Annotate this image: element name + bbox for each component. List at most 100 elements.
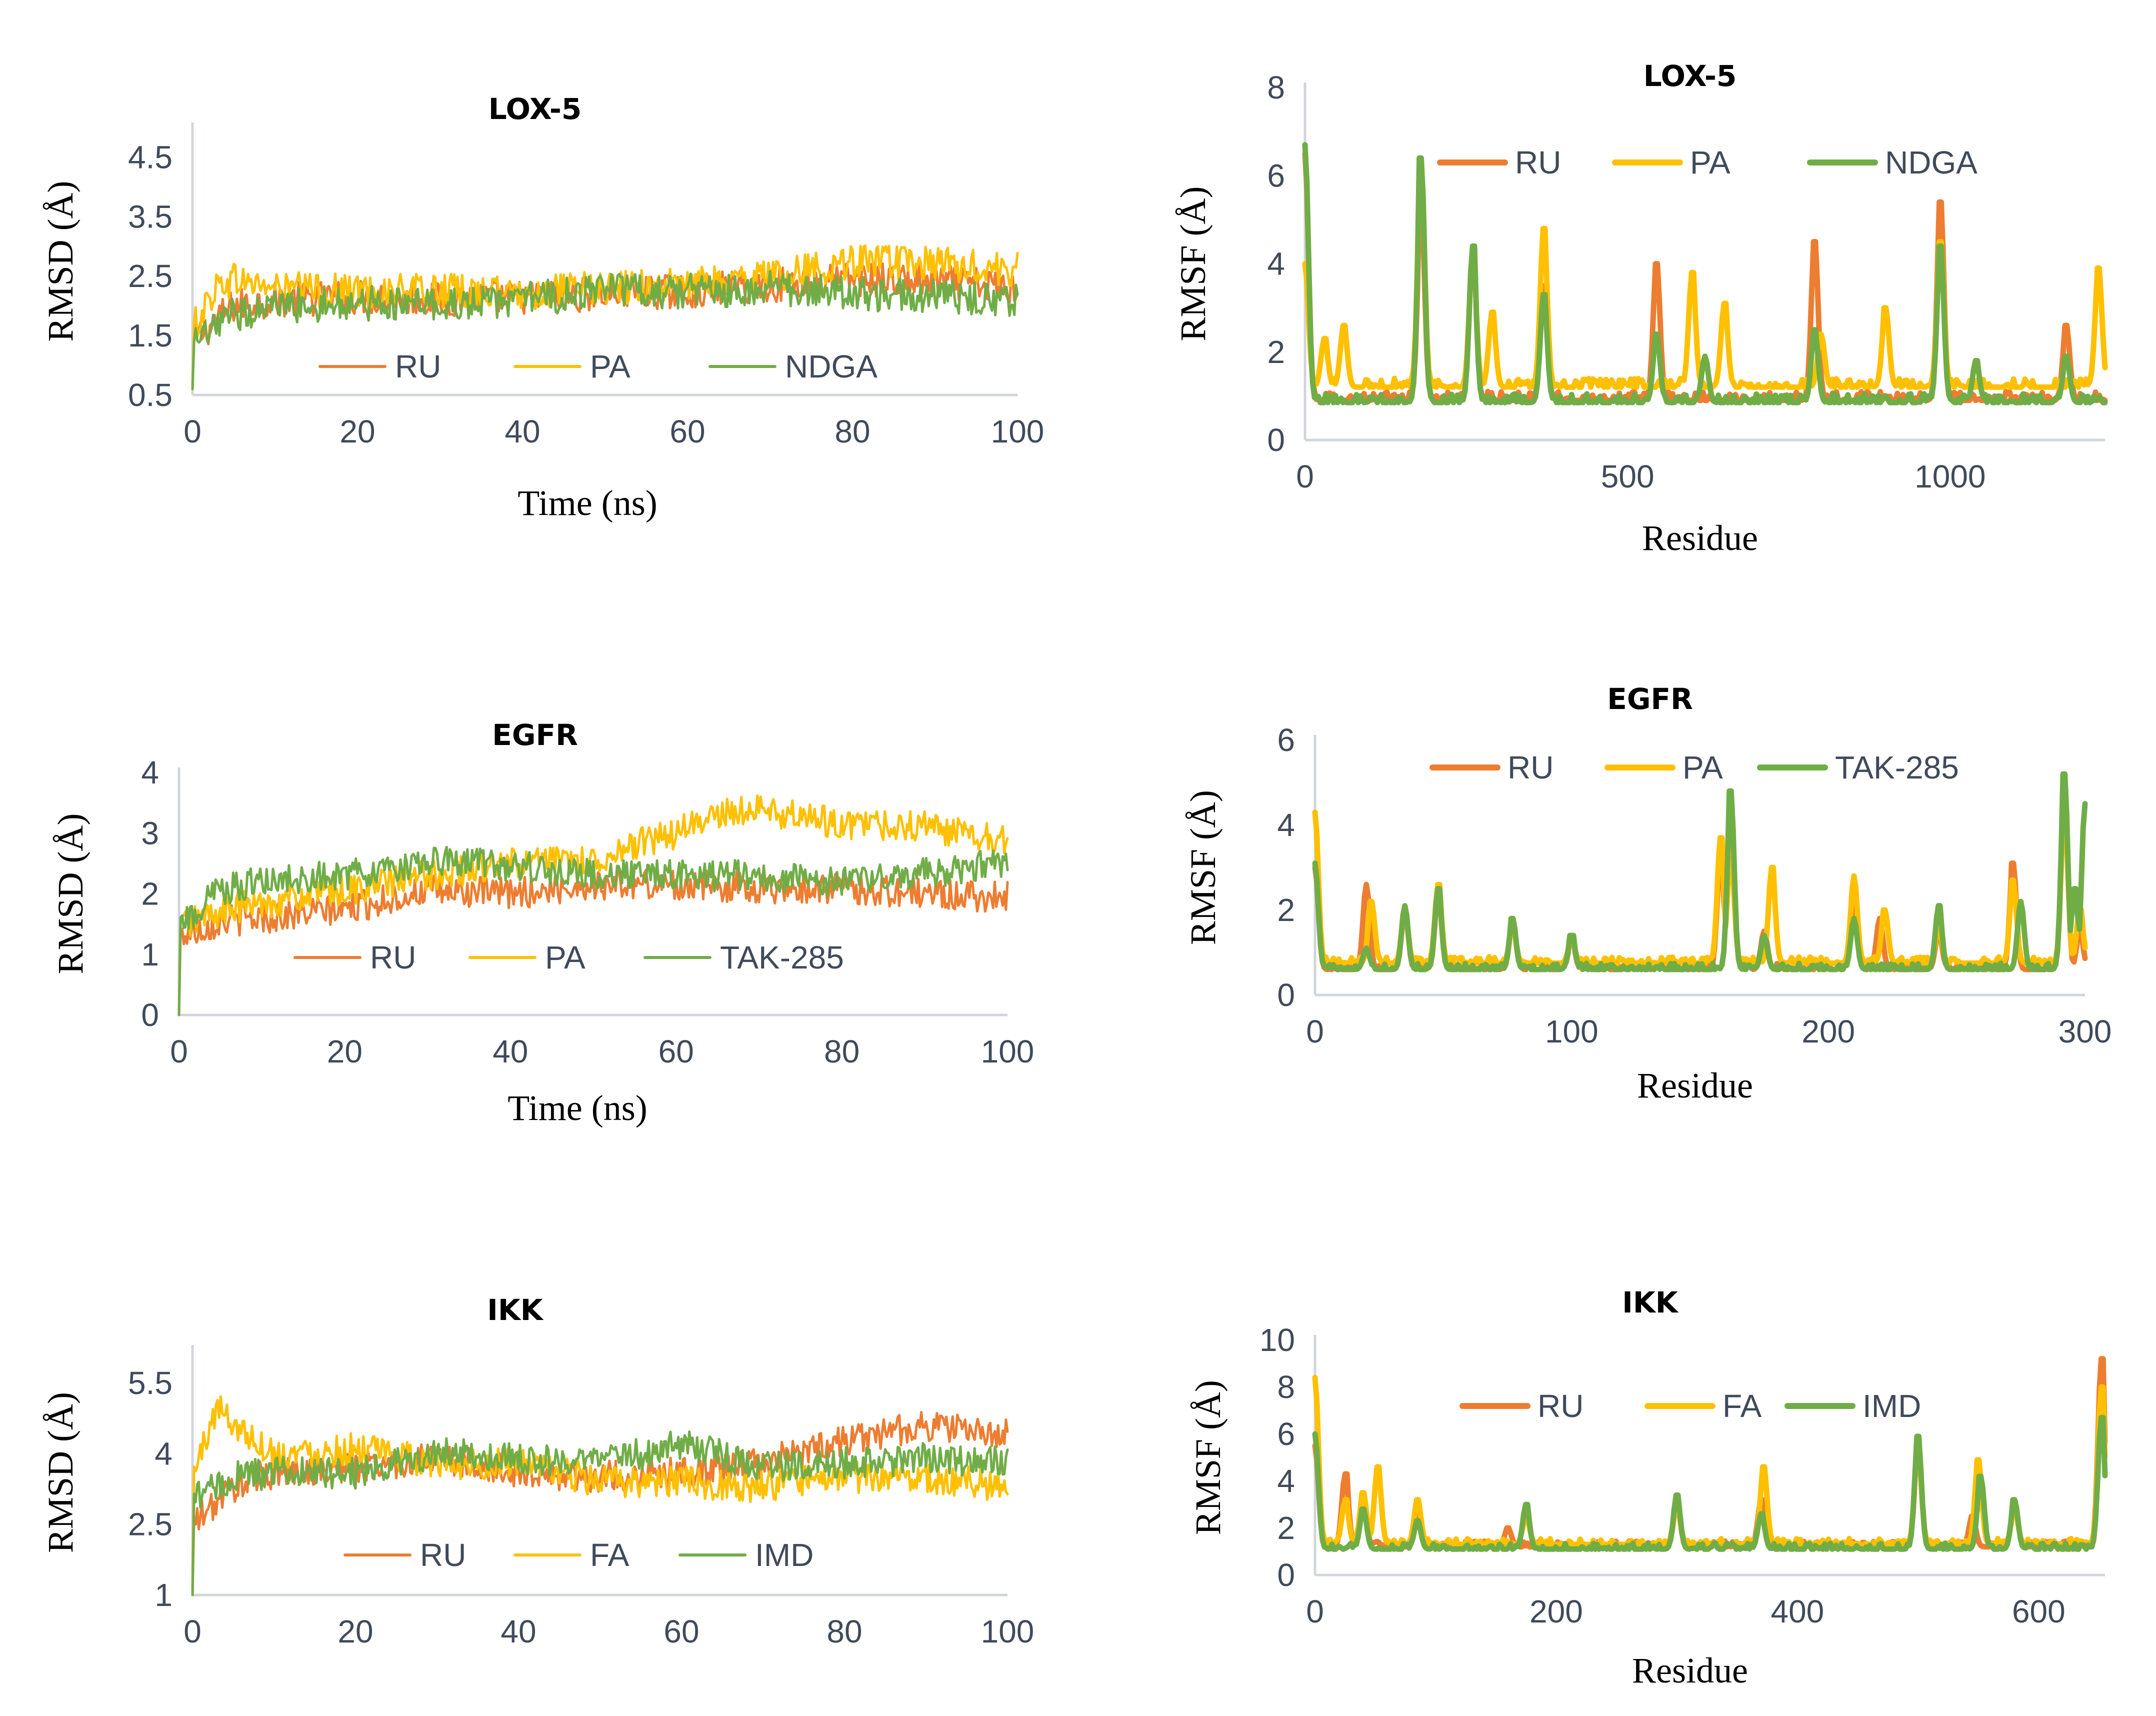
y-tick-label: 2 [1277,892,1295,928]
y-tick-label: 3 [141,815,159,851]
y-tick-label: 0 [1277,977,1295,1013]
y-axis-label: RMSD (Å) [40,1392,80,1553]
legend-label: RU [420,1537,466,1573]
series-line-imd [1312,1414,2108,1552]
x-tick-label: 0 [184,414,202,450]
y-tick-label: 2.5 [128,1506,172,1542]
y-axis-label: RMSD (Å) [50,813,90,974]
chart-title: EGFR [492,718,578,752]
legend-label: PA [1690,144,1730,180]
y-axis-label: RMSF (Å) [1173,186,1213,341]
chart-panel-5: IKK 1 2.5 4 5.5 0 20 40 60 80 100 RMSD (Å) RU FA IMD [40,1293,1034,1650]
y-axis-label: RMSF (Å) [1183,790,1223,945]
x-tick-label: 0 [184,1614,202,1650]
chart-panel-4: EGFR 0 2 4 6 0 100 200 300 Residue RMSF (Å) RU PA TAK… [1183,682,2112,1106]
legend-label: IMD [1862,1388,1921,1424]
y-tick-label: 0 [1267,422,1285,458]
x-axis-label: Time (ns) [518,483,657,523]
x-tick-label: 200 [1802,1014,1855,1050]
y-tick-label: 10 [1260,1322,1295,1358]
x-tick-label: 100 [981,1614,1034,1650]
x-tick-label: 80 [824,1034,860,1070]
legend-label: PA [545,940,586,976]
x-tick-label: 100 [991,414,1044,450]
y-tick-label: 0 [1277,1557,1295,1593]
x-tick-label: 200 [1530,1594,1583,1630]
chart-title: LOX-5 [488,92,582,126]
legend-label: PA [590,348,630,384]
x-axis-label: Time (ns) [508,1088,647,1128]
y-tick-label: 4 [1277,1463,1295,1499]
y-tick-label: 4.5 [128,139,172,175]
x-tick-label: 40 [500,1614,536,1650]
x-tick-label: 0 [170,1034,188,1070]
x-tick-label: 40 [492,1034,528,1070]
y-axis-label: RMSD (Å) [40,180,80,342]
legend-label: RU [1508,750,1554,786]
x-tick-label: 20 [340,414,375,450]
x-tick-label: 0 [1296,458,1314,494]
y-tick-label: 1 [154,1577,172,1613]
series-line-fa [191,1395,1009,1596]
legend-label: TAK-285 [1835,750,1959,786]
legend-label: IMD [755,1537,814,1573]
legend-label: NDGA [785,348,878,384]
y-tick-label: 2 [1277,1510,1295,1546]
chart-title: LOX-5 [1644,59,1737,93]
chart-panel-2: LOX-5 0 2 4 6 8 0 500 1000 Residue RMSF (Å) RU PA NDG… [1173,59,2108,558]
chart-title: IKK [487,1293,544,1327]
y-tick-label: 1.5 [128,318,172,354]
y-tick-label: 0 [141,997,159,1033]
legend-label: RU [1515,144,1561,180]
legend-label: RU [395,348,441,384]
y-tick-label: 6 [1277,1416,1295,1452]
chart-title: IKK [1622,1286,1679,1320]
series-line-imd [191,1430,1009,1596]
x-tick-label: 80 [834,414,870,450]
legend-label: NDGA [1885,144,1978,180]
y-tick-label: 4 [1277,807,1295,843]
y-tick-label: 4 [1267,246,1285,282]
series-line-ndga [191,270,1019,390]
legend-label: RU [1538,1388,1584,1424]
x-tick-label: 400 [1770,1594,1824,1630]
x-tick-label: 100 [981,1034,1034,1070]
series-line-ru [191,1410,1009,1596]
series-line-ndga [1302,142,2108,406]
chart-panel-6: IKK 0 2 4 6 8 10 0 200 400 600 Residue RMSF (Å) RU FA I… [1188,1286,2108,1690]
x-tick-label: 1000 [1914,458,1986,494]
legend-label: TAK-285 [720,940,844,976]
y-tick-label: 1 [141,936,159,972]
series-line-fa [1312,1374,2108,1548]
x-tick-label: 0 [1306,1014,1324,1050]
legend-label: FA [590,1537,630,1573]
x-tick-label: 60 [670,414,705,450]
y-tick-label: 2 [1267,334,1285,370]
chart-panel-1: LOX-5 0.5 1.5 2.5 3.5 4.5 0 20 40 60 80 100 Time (ns… [40,92,1044,523]
series-line-tak-285 [178,846,1009,1016]
y-axis-label: RMSF (Å) [1188,1380,1228,1535]
x-tick-label: 300 [2058,1014,2112,1050]
chart-title: EGFR [1607,682,1693,716]
legend-label: FA [1722,1388,1762,1424]
y-tick-label: 2.5 [128,258,172,294]
x-axis-label: Residue [1642,518,1758,558]
x-tick-label: 20 [327,1034,362,1070]
x-tick-label: 80 [826,1614,862,1650]
y-tick-label: 8 [1267,70,1285,106]
x-tick-label: 0 [1306,1594,1324,1630]
y-tick-label: 4 [141,754,159,790]
y-tick-label: 6 [1277,722,1295,758]
y-tick-label: 8 [1277,1369,1295,1405]
legend-label: PA [1682,750,1723,786]
y-tick-label: 6 [1267,158,1285,194]
series-line-pa [178,794,1009,1016]
legend-label: RU [370,940,416,976]
x-tick-label: 600 [2012,1594,2066,1630]
series-line-tak-285 [1312,771,2088,972]
x-tick-label: 40 [504,414,540,450]
y-tick-label: 0.5 [128,377,172,413]
x-tick-label: 500 [1601,458,1654,494]
